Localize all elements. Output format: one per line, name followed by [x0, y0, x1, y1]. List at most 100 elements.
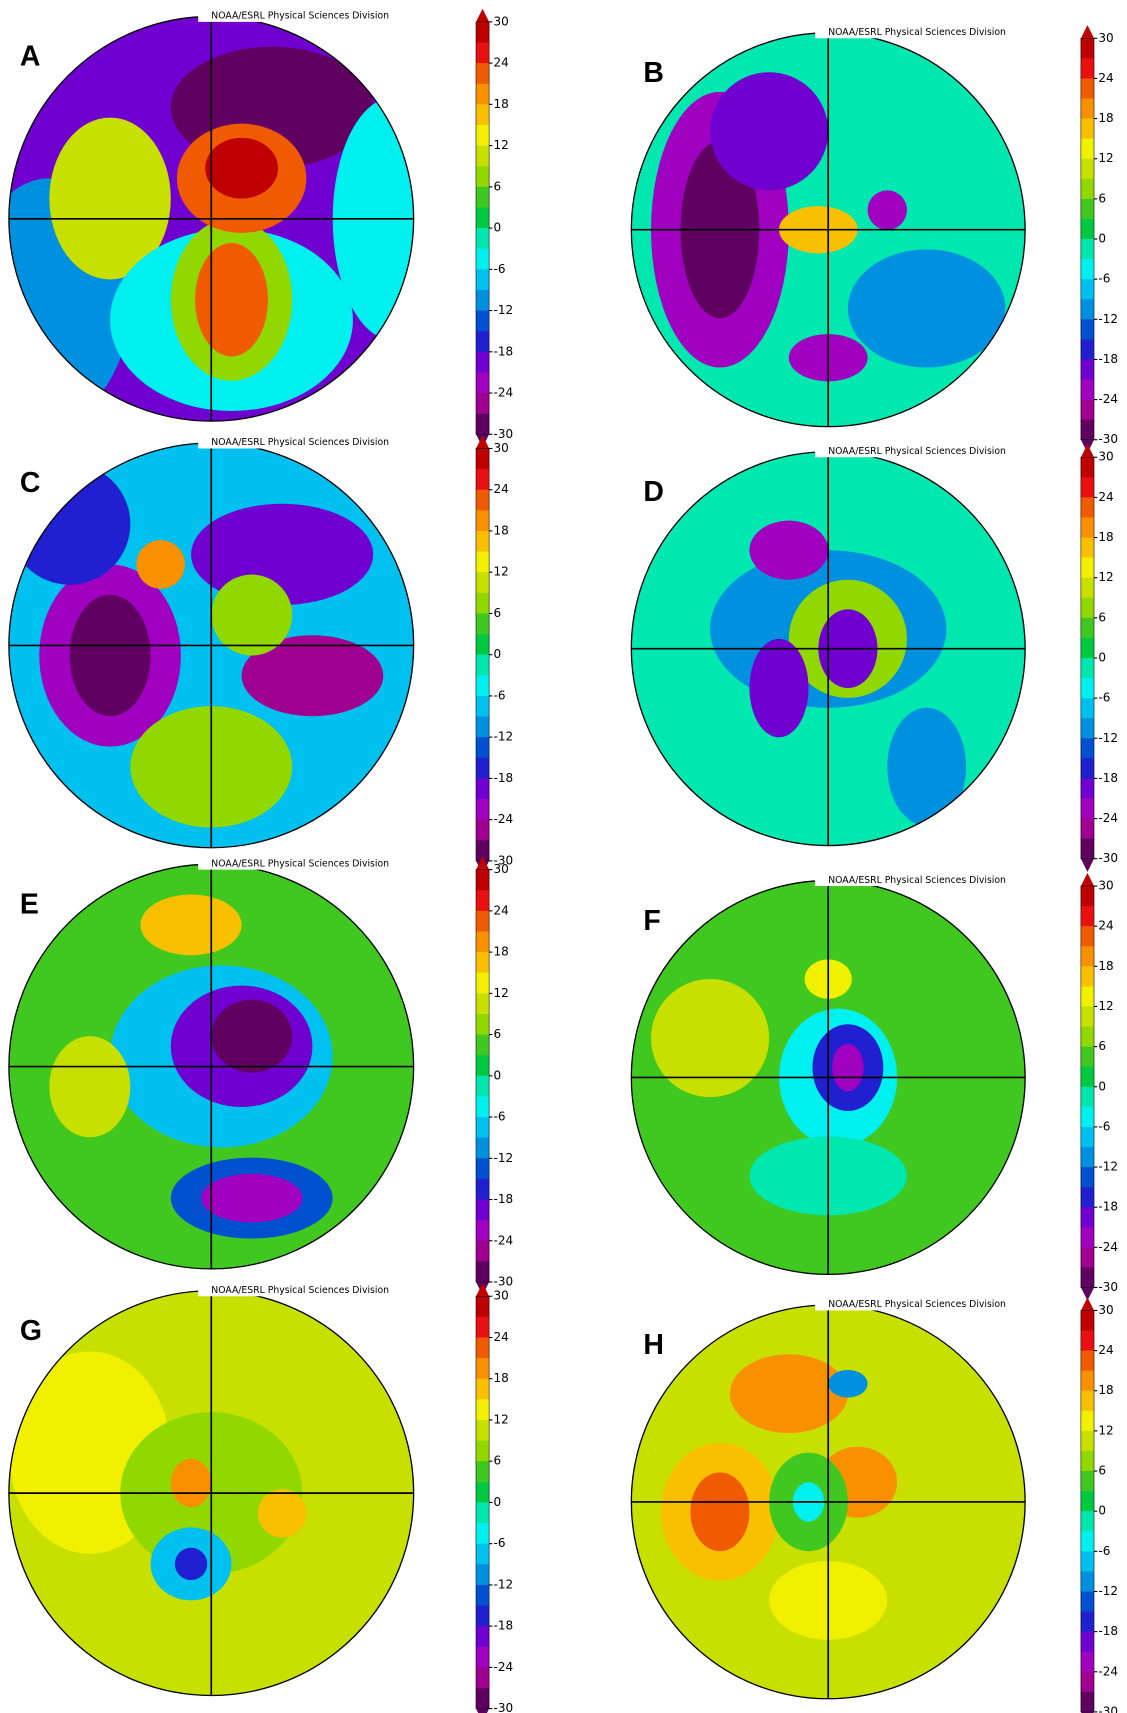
colorbar-segment — [475, 799, 490, 820]
colorbar-segment — [475, 1117, 490, 1139]
colorbar-segment — [475, 1220, 490, 1242]
colorbar-tick-label: 12 — [493, 1412, 508, 1426]
colorbar-segment — [1080, 758, 1095, 779]
colorbar-tick-label: 24 — [493, 903, 508, 917]
colorbar-segment — [475, 372, 490, 394]
colorbar-segment — [475, 592, 490, 614]
colorbar-segment — [475, 613, 490, 635]
colorbar-segment — [475, 413, 490, 435]
colorbar-tick-label: 12 — [1098, 1423, 1113, 1437]
colorbar-segment — [475, 1523, 490, 1544]
anomaly-region — [749, 520, 829, 580]
colorbar-segment — [475, 351, 490, 373]
colorbar-segment — [1080, 419, 1095, 441]
colorbar-segment — [475, 551, 490, 573]
colorbar-segment — [1080, 886, 1095, 907]
colorbar-arrow — [1080, 872, 1095, 887]
anomaly-region — [832, 1043, 864, 1092]
colorbar-segment — [1080, 818, 1095, 839]
colorbar-tick-label: 0 — [1098, 1079, 1106, 1093]
colorbar-segment — [1080, 279, 1095, 300]
colorbar-segment — [475, 469, 490, 491]
colorbar-tick-label: -12 — [493, 730, 513, 744]
colorbar-segment — [475, 310, 490, 332]
colorbar-segment — [1080, 778, 1095, 799]
colorbar-tick-label: 18 — [493, 523, 508, 537]
credit-box — [815, 24, 1034, 39]
colorbar-segment — [1080, 1430, 1095, 1452]
colorbar-segment — [1080, 1631, 1095, 1653]
colorbar-tick-label: 30 — [493, 14, 508, 28]
colorbar-segment — [1080, 517, 1095, 538]
anomaly-region — [241, 635, 384, 717]
colorbar-segment — [1080, 299, 1095, 320]
anomaly-region — [710, 72, 829, 191]
colorbar-segment — [1080, 198, 1095, 220]
colorbar-segment — [475, 393, 490, 414]
anomaly-region — [201, 1173, 303, 1223]
colorbar-tick-label: -30 — [1098, 1704, 1118, 1713]
colorbar-tick-label: -30 — [1098, 851, 1118, 865]
colorbar-segment — [475, 1034, 490, 1056]
panel-letter: E — [20, 888, 39, 920]
colorbar-segment — [475, 1055, 490, 1077]
colorbar-segment — [475, 530, 490, 552]
colorbar-segment — [475, 269, 490, 291]
anomaly-region — [174, 1547, 208, 1581]
credit-box — [198, 855, 417, 870]
colorbar-segment — [475, 675, 490, 697]
colorbar-tick-label: -6 — [493, 262, 505, 276]
colorbar-segment — [475, 1502, 490, 1524]
colorbar-segment — [1080, 1267, 1095, 1288]
colorbar-tick-label: 0 — [493, 221, 501, 235]
colorbar-segment — [475, 1178, 490, 1200]
colorbar-segment — [1080, 1106, 1095, 1128]
colorbar-segment — [475, 654, 490, 676]
colorbar-segment — [475, 1667, 490, 1689]
colorbar-segment — [1080, 1350, 1095, 1372]
colorbar-segment — [475, 1358, 490, 1380]
credit-box — [815, 1296, 1034, 1311]
colorbar-tick-label: 6 — [493, 606, 501, 620]
colorbar-tick-label: 12 — [1098, 999, 1113, 1013]
colorbar-segment — [1080, 1691, 1095, 1713]
panel: NOAA/ESRL Physical Sciences Division D 30 2… — [630, 443, 1118, 872]
colorbar-segment — [1080, 637, 1095, 659]
colorbar-tick-label: -30 — [1098, 432, 1118, 446]
colorbar-tick-label: 30 — [493, 441, 508, 455]
colorbar-arrow — [1080, 444, 1095, 458]
colorbar-segment — [1080, 497, 1095, 518]
colorbar-tick-label: 12 — [493, 986, 508, 1000]
colorbar-segment — [1080, 259, 1095, 280]
colorbar-segment — [1080, 1450, 1095, 1472]
panel: NOAA/ESRL Physical Sciences Division C 30 2… — [8, 434, 513, 875]
anomaly-region — [49, 1036, 131, 1138]
colorbar-segment — [475, 1481, 490, 1503]
colorbar-segment — [1080, 718, 1095, 739]
colorbar-segment — [1080, 379, 1095, 400]
colorbar-tick-label: -12 — [1098, 1584, 1118, 1598]
panel: NOAA/ESRL Physical Sciences Division A 30 2… — [8, 7, 513, 448]
colorbar-tick-label: -12 — [493, 303, 513, 317]
anomaly-region — [211, 999, 293, 1073]
colorbar-tick-label: -12 — [493, 1151, 513, 1165]
credit: NOAA/ESRL Physical Sciences Division — [211, 437, 389, 448]
panel: NOAA/ESRL Physical Sciences Division B 30 2… — [630, 24, 1118, 453]
colorbar-segment — [475, 931, 490, 953]
panel-letter: H — [643, 1329, 664, 1361]
colorbar-arrow — [1080, 1297, 1095, 1311]
colorbar-segment — [1080, 78, 1095, 99]
map — [631, 32, 1026, 427]
colorbar-tick-label: -18 — [1098, 1624, 1118, 1638]
colorbar-segment — [1080, 1611, 1095, 1632]
colorbar-tick-label: 6 — [493, 1454, 501, 1468]
colorbar-segment — [1080, 738, 1095, 759]
colorbar-tick-label: 18 — [493, 945, 508, 959]
panel-letter: C — [20, 467, 41, 499]
anomaly-region — [205, 137, 279, 199]
credit-box — [198, 434, 417, 449]
colorbar-segment — [1080, 178, 1095, 200]
colorbar-segment — [475, 993, 490, 1015]
colorbar-tick-label: -24 — [1098, 1240, 1118, 1254]
colorbar-segment — [1080, 1187, 1095, 1208]
